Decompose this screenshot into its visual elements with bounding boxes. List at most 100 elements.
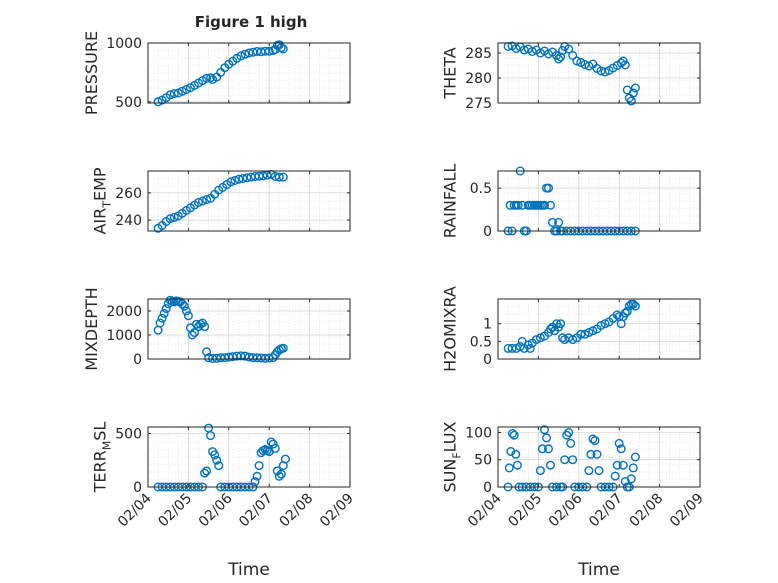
data-point bbox=[628, 463, 638, 473]
data-point bbox=[266, 437, 276, 447]
data-point bbox=[513, 200, 523, 210]
data-point bbox=[250, 477, 260, 487]
subplot-1: 1000 500 PRESSURE bbox=[82, 31, 351, 115]
data-point bbox=[626, 96, 636, 106]
data-point bbox=[525, 343, 535, 353]
y-axis-label-part: LUX bbox=[440, 421, 459, 452]
data-point bbox=[274, 471, 284, 481]
y-tick-label: 0 bbox=[133, 480, 142, 496]
figure-title: Figure 1 high bbox=[195, 13, 308, 31]
data-point bbox=[568, 335, 578, 345]
data-point bbox=[278, 172, 288, 182]
data-point bbox=[197, 196, 207, 206]
data-point bbox=[214, 461, 224, 471]
data-point bbox=[202, 466, 212, 476]
data-point bbox=[511, 449, 521, 459]
axes-box bbox=[497, 298, 701, 360]
y-tick-label: 500 bbox=[115, 95, 142, 111]
data-point bbox=[542, 433, 552, 443]
data-point bbox=[544, 444, 554, 454]
data-point bbox=[628, 299, 638, 309]
y-axis-label: PRESSURE bbox=[82, 31, 101, 115]
data-point bbox=[169, 212, 179, 222]
subplot-6: 10.5 0 H2OMIXRA bbox=[440, 286, 701, 372]
data-point bbox=[562, 430, 572, 440]
data-point bbox=[278, 44, 288, 54]
data-point bbox=[572, 56, 582, 66]
data-point bbox=[161, 304, 171, 314]
data-point bbox=[177, 86, 187, 96]
data-point bbox=[594, 466, 604, 476]
x-tick-label: 02/05 bbox=[155, 491, 195, 531]
data-point bbox=[507, 343, 517, 353]
data-point bbox=[600, 67, 610, 77]
data-point bbox=[540, 200, 550, 210]
y-axis-label-part: SL bbox=[90, 422, 109, 441]
data-point bbox=[558, 333, 568, 343]
y-axis-label-part: SUN bbox=[440, 459, 459, 493]
data-point bbox=[612, 310, 622, 320]
data-point bbox=[236, 51, 246, 61]
data-point bbox=[200, 322, 210, 332]
data-point bbox=[630, 301, 640, 311]
data-point bbox=[508, 429, 518, 439]
y-tick-label: 260 bbox=[115, 186, 142, 202]
data-point bbox=[548, 217, 558, 227]
y-tick-label: 0 bbox=[483, 480, 492, 496]
data-point bbox=[586, 449, 596, 459]
data-point bbox=[546, 460, 556, 470]
data-point bbox=[584, 466, 594, 476]
axes-box bbox=[497, 170, 701, 232]
data-point bbox=[588, 434, 598, 444]
data-point bbox=[183, 311, 193, 321]
data-point bbox=[270, 443, 280, 453]
data-point bbox=[157, 313, 167, 323]
data-point bbox=[202, 347, 212, 357]
y-axis-label: TERRMSL bbox=[90, 422, 113, 494]
data-point bbox=[238, 173, 248, 183]
y-axis-label-part: PRESSURE bbox=[82, 31, 101, 115]
data-point bbox=[610, 471, 620, 481]
data-point bbox=[230, 175, 240, 185]
y-axis-label-part: RAINFALL bbox=[440, 164, 459, 239]
data-point bbox=[527, 47, 537, 57]
data-point bbox=[568, 455, 578, 465]
y-tick-label: 2000 bbox=[106, 304, 142, 320]
y-axis-label-subscript: M bbox=[100, 441, 113, 451]
x-tick-label: 02/07 bbox=[586, 491, 626, 531]
data-point bbox=[630, 452, 640, 462]
y-axis-label-part: H2OMIXRA bbox=[440, 286, 459, 372]
data-point bbox=[506, 447, 516, 457]
y-axis-label: MIXDEPTH bbox=[82, 287, 101, 370]
y-axis-label: RAINFALL bbox=[440, 164, 459, 239]
y-tick-label: 1000 bbox=[106, 328, 142, 344]
data-point bbox=[511, 44, 521, 54]
y-axis-label: AIRTEMP bbox=[90, 167, 113, 234]
y-tick-label: 0 bbox=[133, 352, 142, 368]
y-tick-label: 100 bbox=[465, 425, 492, 441]
data-point bbox=[576, 329, 586, 339]
data-point bbox=[153, 97, 163, 107]
y-tick-label: 500 bbox=[115, 426, 142, 442]
y-tick-label: 0.5 bbox=[470, 181, 492, 197]
y-axis-label: THETA bbox=[440, 47, 459, 99]
data-point bbox=[630, 83, 640, 93]
x-tick-label: 02/08 bbox=[277, 491, 317, 531]
data-point bbox=[169, 89, 179, 99]
data-point bbox=[276, 469, 286, 479]
data-point bbox=[620, 308, 630, 318]
data-point bbox=[554, 217, 564, 227]
data-point bbox=[512, 460, 522, 470]
data-point bbox=[535, 466, 545, 476]
x-tick-label: 02/09 bbox=[667, 491, 707, 531]
x-tick-label: 02/06 bbox=[546, 490, 586, 530]
data-point bbox=[244, 48, 254, 58]
data-point bbox=[202, 73, 212, 83]
data-point bbox=[584, 328, 594, 338]
data-point bbox=[278, 343, 288, 353]
data-point bbox=[612, 460, 622, 470]
data-point bbox=[556, 319, 566, 329]
